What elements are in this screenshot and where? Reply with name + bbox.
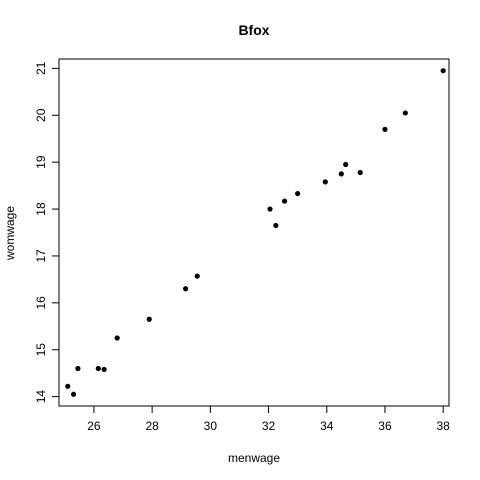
data-point [382, 126, 388, 132]
y-tick-label: 18 [34, 202, 48, 216]
data-point [281, 198, 288, 204]
chart-title: Bfox [238, 22, 269, 38]
data-point [440, 68, 446, 74]
data-point [65, 383, 71, 389]
x-tick-label: 38 [436, 419, 450, 433]
data-point [70, 391, 77, 397]
data-point [357, 169, 363, 176]
y-tick-label: 19 [34, 155, 48, 169]
x-tick-label: 36 [378, 419, 392, 433]
x-tick-label: 30 [204, 419, 218, 433]
data-point [114, 335, 120, 341]
data-points [65, 68, 446, 397]
data-point [194, 273, 200, 279]
plot-frame [58, 58, 450, 407]
data-point [146, 316, 152, 322]
y-tick-label: 14 [34, 390, 48, 404]
y-axis: 14 15 16 17 18 19 20 21 [34, 61, 60, 404]
data-point [343, 161, 349, 168]
x-tick-label: 34 [320, 419, 334, 433]
data-point [273, 222, 279, 229]
x-axis: 26 28 30 32 34 36 38 [87, 405, 450, 433]
data-point [295, 190, 301, 197]
data-point [267, 206, 273, 212]
x-tick-label: 28 [145, 419, 159, 433]
data-point [183, 286, 189, 292]
data-point [95, 365, 101, 372]
y-tick-label: 20 [34, 108, 48, 122]
y-tick-label: 21 [34, 61, 48, 75]
y-tick-label: 15 [34, 343, 48, 357]
data-point [338, 171, 344, 177]
data-point [322, 179, 328, 185]
x-tick-label: 32 [262, 419, 276, 433]
x-axis-label: menwage [228, 451, 280, 465]
y-tick-label: 17 [34, 249, 48, 263]
y-tick-label: 16 [34, 296, 48, 310]
data-point [402, 110, 408, 116]
data-point [75, 365, 81, 372]
data-point [101, 366, 107, 373]
x-tick-label: 26 [87, 419, 101, 433]
y-axis-label: womwage [3, 206, 17, 261]
